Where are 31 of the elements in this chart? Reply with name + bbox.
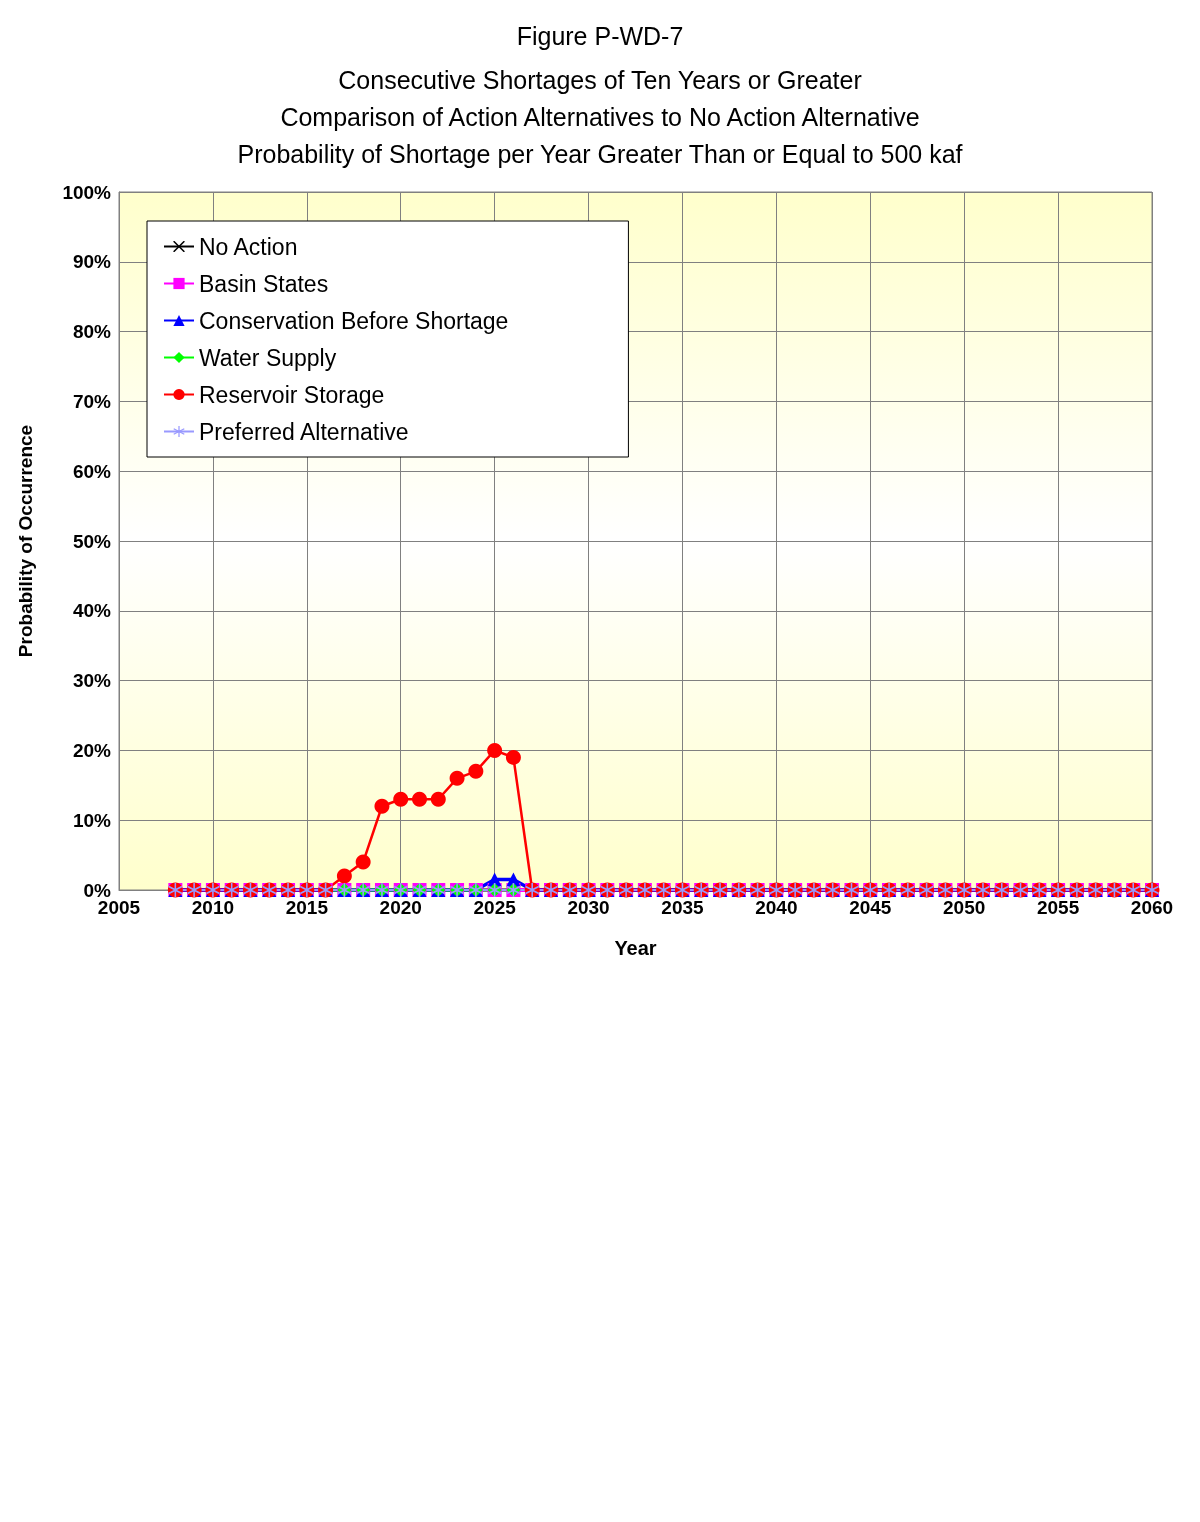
x-tick-label: 2035 [661,897,705,918]
x-tick-label: 2030 [567,897,610,918]
x-tick-label: 2055 [1036,897,1080,918]
legend-label: Preferred Alternative [199,418,409,445]
y-tick-label: 100% [62,181,112,203]
legend-label: No Action [199,233,298,260]
x-tick-label: 2025 [473,897,517,918]
x-tick-label: 2050 [943,897,986,918]
x-tick-label: 2040 [755,897,798,918]
y-tick-label: 30% [72,670,112,692]
chart-title: Figure P-WD-7 [516,22,684,50]
legend-label: Water Supply [199,344,337,371]
y-tick-label: 40% [72,600,112,622]
y-tick-label: 60% [72,460,112,482]
x-tick-label: 2010 [191,897,235,918]
x-tick-label: 2045 [849,897,892,918]
y-tick-label: 20% [72,739,112,761]
x-axis-title: Year [614,937,657,959]
y-tick-label: 90% [72,251,112,273]
y-tick-label: 50% [72,530,112,552]
chart-subtitle: Consecutive Shortages of Ten Years or Greater Comparison of Action Alternatives to No Action Alternative Probability of Shortage per Year Greater Than or Equal to 500 kaf [237,65,963,168]
x-tick-label: 2060 [1130,897,1174,918]
legend-label: Reservoir Storage [199,381,385,408]
legend-label: Basin States [199,270,329,297]
x-tick-label: 2015 [285,897,329,918]
y-axis-title: Probability of Occurrence [15,424,36,658]
y-tick-label: 10% [72,809,112,831]
x-tick-label: 2020 [379,897,422,918]
y-tick-label: 70% [72,390,112,412]
legend-label: Conservation Before Shortage [199,307,509,334]
y-tick-label: 80% [72,321,112,343]
